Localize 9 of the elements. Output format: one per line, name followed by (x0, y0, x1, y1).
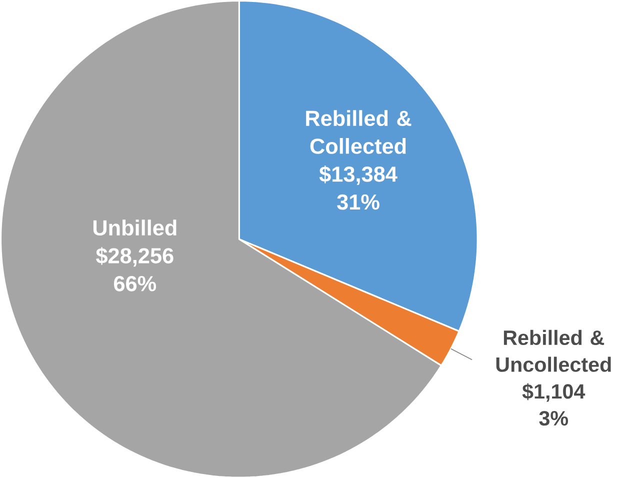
text: 66% (114, 276, 156, 292)
data-label: $28,256 (96, 246, 174, 266)
slice-label: Rebilled & Collected (306, 110, 412, 154)
slice-label: Rebilled & Uncollected (496, 330, 611, 372)
data-label: $13,384 (319, 165, 398, 185)
data-label: $1,104 (522, 383, 586, 402)
text: 31% (337, 194, 380, 210)
text: 3% (539, 410, 568, 426)
slice-label: Unbilled (93, 219, 176, 236)
